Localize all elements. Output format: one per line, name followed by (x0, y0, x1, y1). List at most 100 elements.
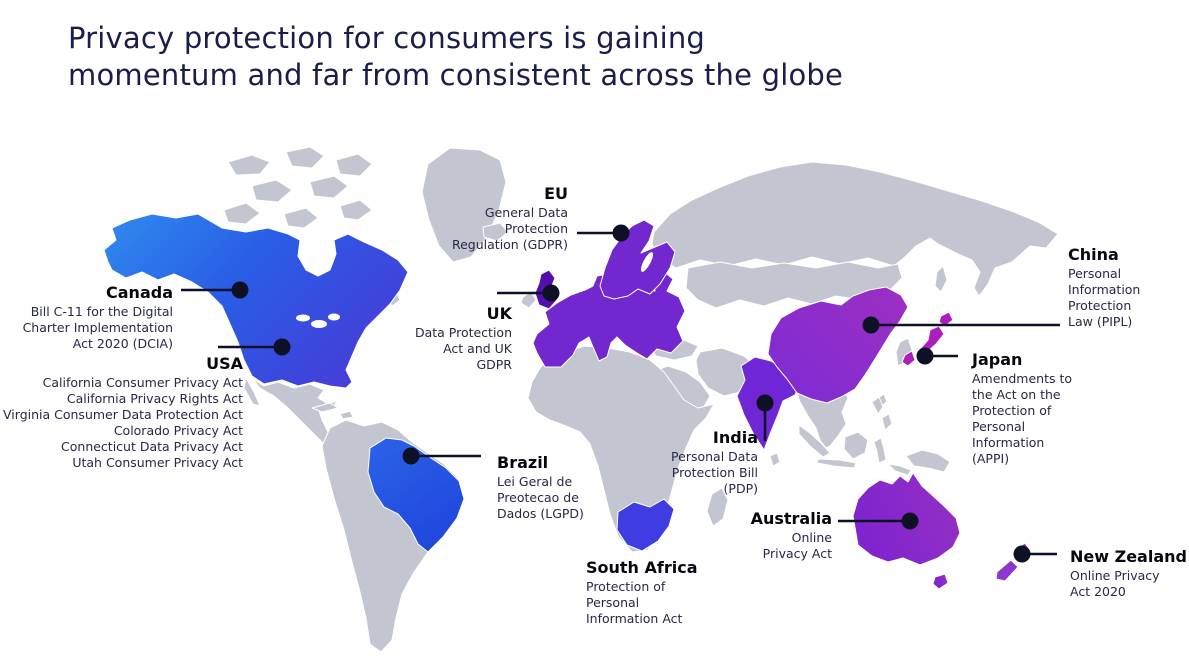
great-lake (328, 313, 340, 321)
tasmania (932, 573, 949, 590)
country-name-south-africa: South Africa (586, 558, 698, 577)
country-name-usa: USA (206, 354, 243, 373)
law-line: California Consumer Privacy Act (42, 375, 243, 390)
country-name-canada: Canada (106, 283, 173, 302)
law-line: General Data (484, 205, 568, 220)
law-line: Bill C-11 for the Digital (30, 304, 173, 319)
law-line: Act 2020 (DCIA) (72, 336, 173, 351)
country-name-brazil: Brazil (497, 453, 549, 472)
law-line: Act and UK (443, 341, 512, 356)
law-line: GDPR (476, 357, 512, 372)
country-name-japan: Japan (972, 350, 1023, 369)
country-japan (938, 311, 954, 327)
callout-dot-australia (901, 512, 919, 530)
country-name-australia: Australia (750, 509, 832, 528)
law-line: Act 2020 (1070, 584, 1126, 599)
label-eu: EU General Data Protection Regulation (G… (452, 184, 568, 253)
title-line-2: momentum and far from consistent across … (68, 58, 844, 92)
label-new-zealand: New Zealand Online Privacy Act 2020 (1070, 547, 1187, 600)
country-china (767, 286, 909, 404)
gulf-of-bothnia (640, 252, 654, 272)
law-line: Dados (LGPD) (497, 506, 584, 521)
label-brazil: Brazil Lei Geral de Preotecao de Dados (… (497, 453, 584, 522)
law-line: Data Protection (414, 325, 512, 340)
ireland (520, 291, 537, 309)
label-australia: Australia Online Privacy Act (751, 509, 832, 562)
arctic-island (227, 154, 271, 176)
baja-california (243, 377, 261, 407)
country-eu-mainland (532, 270, 686, 368)
label-canada: Canada Bill C-11 for the Digital Charter… (23, 283, 173, 352)
callout-dot-new-zealand (1013, 545, 1031, 563)
law-line: Colorado Privacy Act (113, 423, 243, 438)
lesser-sunda (887, 463, 912, 476)
law-line: California Privacy Rights Act (66, 391, 243, 406)
hudson-bay (305, 237, 329, 267)
sri-lanka (769, 452, 781, 467)
country-name-eu: EU (544, 184, 568, 203)
callouts (181, 224, 1060, 563)
callout-dot-japan (916, 347, 934, 365)
great-lake (311, 320, 327, 328)
law-line: (APPI) (972, 451, 1010, 466)
cuba (311, 402, 339, 413)
iceland (482, 222, 509, 242)
label-japan: Japan Amendments to the Act on the Prote… (972, 350, 1072, 467)
callout-dot-india (756, 394, 774, 412)
law-line: Connecticut Data Privacy Act (61, 439, 243, 454)
borneo (843, 431, 869, 460)
country-japan (901, 350, 916, 367)
sakhalin (934, 265, 948, 293)
philippines (871, 396, 884, 415)
country-name-uk: UK (486, 304, 512, 323)
law-line: Utah Consumer Privacy Act (72, 455, 243, 470)
arctic-island (339, 199, 373, 221)
arctic-island (223, 202, 261, 225)
law-line: Online (791, 530, 832, 545)
great-lake (296, 314, 310, 322)
law-line: Personal Data (671, 449, 758, 464)
callout-dot-uk (542, 284, 560, 302)
callout-dot-china (862, 316, 880, 334)
law-line: Information Act (586, 611, 683, 626)
law-line: Privacy Act (762, 546, 832, 561)
new-guinea (905, 449, 951, 473)
java (816, 458, 857, 469)
arctic-island (251, 179, 293, 203)
arctic-island (283, 207, 319, 229)
law-line: Regulation (GDPR) (451, 237, 568, 252)
law-line: Lei Geral de (497, 474, 573, 489)
callout-dot-brazil (402, 447, 420, 465)
arctic-island (335, 153, 373, 177)
label-uk: UK Data Protection Act and UK GDPR (415, 304, 512, 373)
callout-dot-usa (273, 338, 291, 356)
law-line: Charter Implementation (22, 320, 173, 335)
law-line: (PDP) (723, 481, 758, 496)
arctic-island (309, 175, 349, 199)
law-line: Information (972, 435, 1045, 450)
country-name-india: India (712, 428, 758, 447)
label-south-africa: South Africa Protection of Personal Info… (586, 558, 698, 627)
country-brazil (367, 437, 465, 553)
country-new-zealand (995, 559, 1019, 582)
country-south-africa (616, 498, 675, 552)
label-china: China Personal Information Protection La… (1068, 245, 1140, 330)
philippines (881, 413, 893, 431)
label-usa: USA California Consumer Privacy Act Cali… (3, 354, 243, 471)
law-line: Protection of (972, 403, 1052, 418)
law-line: Amendments to (972, 371, 1072, 386)
sumatra (798, 424, 831, 458)
law-line: Personal (586, 595, 640, 610)
callout-dot-canada (231, 281, 249, 299)
arctic-island (285, 146, 325, 169)
label-india: India Personal Data Protection Bill (PDP… (671, 428, 758, 497)
law-line: Information (1068, 282, 1141, 297)
country-canada-usa (103, 213, 409, 389)
law-line: Preotecao de (497, 490, 579, 505)
law-line: the Act on the (972, 387, 1061, 402)
country-name-new-zealand: New Zealand (1070, 547, 1187, 566)
law-line: Protection (504, 221, 568, 236)
law-line: Personal (1068, 266, 1122, 281)
